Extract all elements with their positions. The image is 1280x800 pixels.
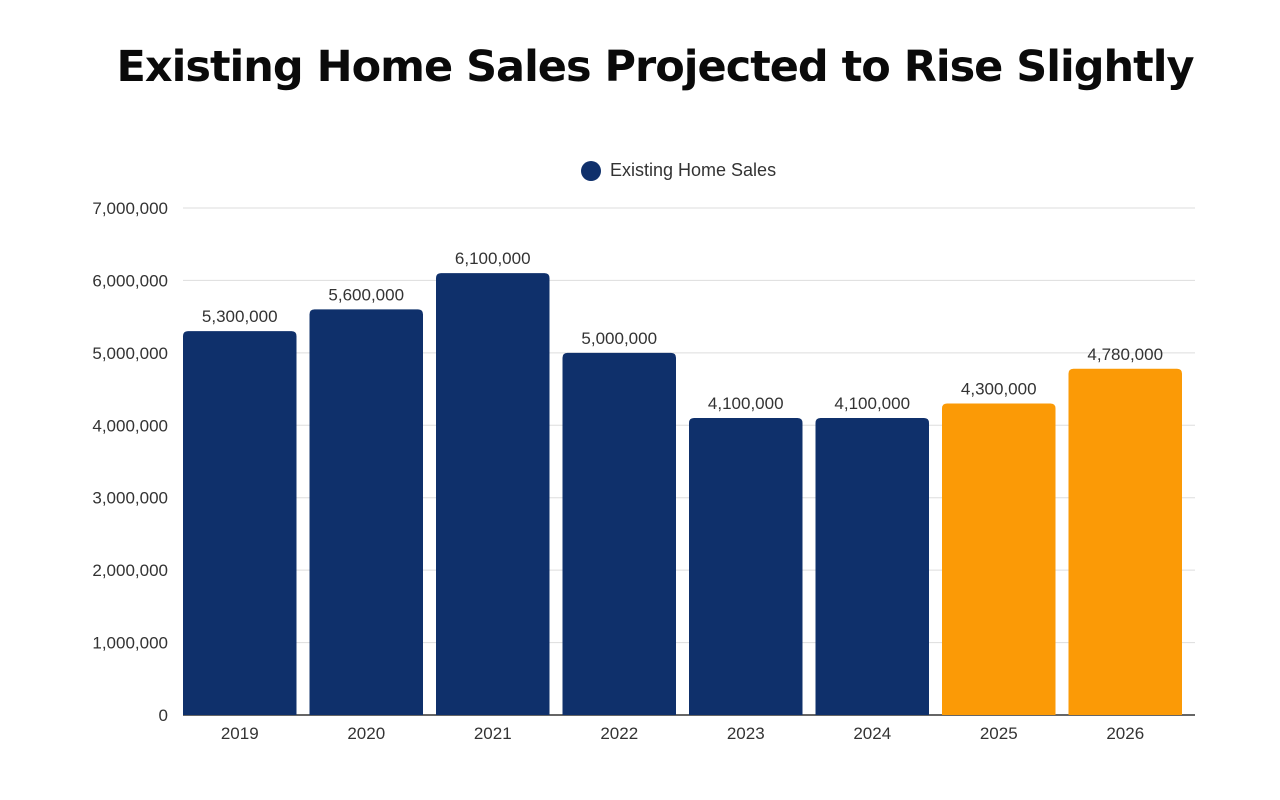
x-tick-label-2026: 2026 — [1106, 724, 1144, 743]
bar-2022 — [562, 352, 676, 715]
y-tick-label: 0 — [159, 706, 168, 725]
bars — [183, 273, 1182, 715]
data-labels: 5,300,000 5,600,000 6,100,000 5,000,000 4,10… — [202, 249, 1163, 413]
x-tick-label-2025: 2025 — [980, 724, 1018, 743]
legend-label: Existing Home Sales — [610, 160, 776, 180]
data-label-2020: 5,600,000 — [328, 285, 404, 304]
data-label-2019: 5,300,000 — [202, 307, 278, 326]
y-tick-label: 1,000,000 — [92, 634, 168, 653]
x-tick-label-2021: 2021 — [474, 724, 512, 743]
data-label-2022: 5,000,000 — [581, 329, 657, 348]
bar-2026 — [1068, 368, 1182, 715]
x-tick-label-2024: 2024 — [853, 724, 891, 743]
y-tick-label: 2,000,000 — [92, 561, 168, 580]
data-label-2026: 4,780,000 — [1087, 345, 1163, 364]
legend: Existing Home Sales — [581, 160, 776, 181]
y-tick-label: 6,000,000 — [92, 271, 168, 290]
chart-title: Existing Home Sales Projected to Rise Sl… — [116, 42, 1195, 92]
bar-2020 — [309, 309, 423, 715]
bar-2025 — [942, 403, 1056, 715]
legend-marker — [581, 161, 601, 181]
x-tick-label-2023: 2023 — [727, 724, 765, 743]
data-label-2024: 4,100,000 — [834, 394, 910, 413]
bar-2024 — [815, 418, 929, 715]
y-tick-label: 5,000,000 — [92, 344, 168, 363]
bar-2019 — [183, 331, 297, 715]
data-label-2021: 6,100,000 — [455, 249, 531, 268]
y-tick-label: 3,000,000 — [92, 489, 168, 508]
data-label-2025: 4,300,000 — [961, 380, 1037, 399]
x-tick-label-2019: 2019 — [221, 724, 259, 743]
bar-2021 — [436, 273, 550, 715]
bar-2023 — [689, 418, 803, 715]
y-tick-label: 4,000,000 — [92, 416, 168, 435]
y-tick-label: 7,000,000 — [92, 199, 168, 218]
x-tick-label-2022: 2022 — [600, 724, 638, 743]
x-tick-label-2020: 2020 — [347, 724, 385, 743]
y-axis-ticks: 0 1,000,000 2,000,000 3,000,000 4,000,000 5,0… — [92, 199, 168, 725]
data-label-2023: 4,100,000 — [708, 394, 784, 413]
x-axis-ticks: 2019 2020 2021 2022 2023 2024 2025 2026 — [221, 724, 1144, 743]
